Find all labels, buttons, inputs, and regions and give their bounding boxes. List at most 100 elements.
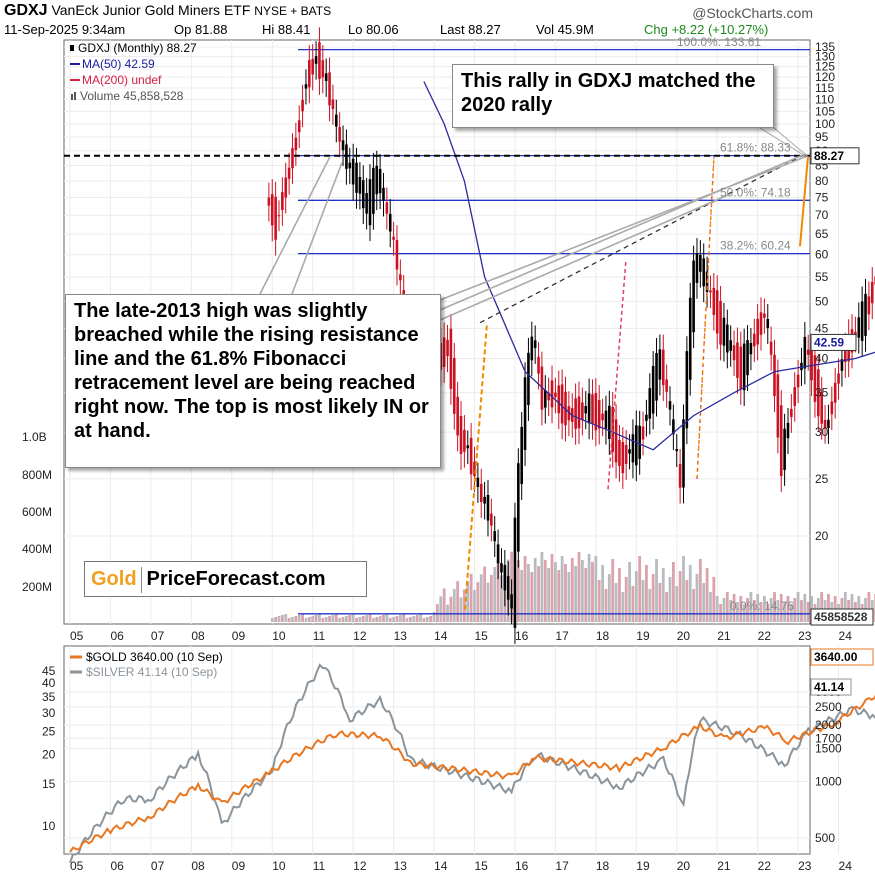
x-tick-label: 23: [798, 859, 812, 873]
candle-body: [297, 120, 301, 133]
candle-body: [715, 290, 719, 334]
ma50-tag: 42.59: [814, 335, 844, 349]
volume-bar: [806, 602, 810, 622]
y-tick-label: 125: [815, 60, 835, 74]
logo-goldpriceforecast: Gold PriceForecast.com: [84, 561, 367, 597]
candle-body: [752, 333, 756, 347]
volume-bar: [382, 615, 385, 622]
x-tick-label: 13: [394, 859, 408, 873]
chart-header-title: GDXJ VanEck Junior Gold Miners ETF NYSE …: [4, 2, 331, 20]
silver-tick-label: 30: [42, 706, 56, 720]
volume-bar: [368, 614, 372, 622]
callout-pointer: [439, 193, 731, 321]
candle-body: [655, 352, 658, 401]
candle-body: [833, 382, 837, 403]
callout-pointer: [439, 152, 807, 311]
fib-label: 61.8%: 88.33: [720, 141, 791, 155]
volume-bar: [675, 586, 679, 622]
volume-bar: [601, 565, 604, 622]
volume-bar: [655, 559, 658, 622]
volume-bar: [402, 614, 406, 622]
x-tick-label: 21: [717, 859, 731, 873]
volume-bar: [294, 616, 298, 622]
volume-bar: [749, 592, 753, 622]
gold-tag: 3640.00: [814, 650, 858, 664]
volume-bar: [500, 575, 503, 622]
volume-bar: [587, 554, 591, 622]
x-tick-label: 18: [596, 629, 610, 643]
volume-bar: [527, 564, 530, 622]
x-tick-label: 06: [110, 859, 124, 873]
y-tick-label: 115: [815, 81, 834, 95]
candle-body: [287, 167, 291, 179]
candle-body: [870, 281, 874, 304]
rally-2020-line: [607, 258, 627, 490]
volume-bar: [543, 560, 547, 622]
volume-bar: [291, 617, 294, 622]
volume-bar: [314, 615, 318, 622]
rally-2025-line: [799, 156, 809, 247]
x-tick-label: 12: [353, 859, 367, 873]
candle-body: [334, 114, 338, 127]
x-tick-label: 07: [151, 629, 165, 643]
candle-body: [820, 392, 823, 424]
logo-gold-text: Gold: [91, 568, 137, 590]
volume-bar: [280, 615, 284, 622]
candle-body: [688, 297, 692, 380]
x-tick-label: 16: [515, 859, 529, 873]
candle-body: [631, 434, 635, 463]
y-tick-label: 105: [815, 104, 835, 118]
volume-bar: [328, 616, 331, 622]
volume-bar: [742, 604, 746, 622]
volume-bar: [827, 594, 830, 622]
gold-tag-box: [810, 648, 874, 666]
candle-body: [500, 563, 503, 573]
x-tick-label: 20: [677, 859, 691, 873]
x-tick-label: 19: [636, 859, 650, 873]
x-tick-label: 22: [758, 859, 772, 873]
volume-bar: [331, 615, 335, 622]
volume-bar: [274, 617, 278, 622]
metals-tags: 3640.00 41.14: [810, 648, 874, 696]
x-tick-label: 14: [434, 859, 448, 873]
volume-bar: [432, 612, 436, 622]
x-tick-label: 09: [232, 859, 246, 873]
candle-body: [648, 388, 652, 419]
candle-body: [722, 317, 726, 346]
metals-x-axis: 05 06 07 08 09 10 11 12 13 14 15 16 17 18 19 20 21 22 23 24…: [70, 859, 852, 873]
candle-body: [601, 413, 604, 421]
volume-bar: [695, 574, 699, 622]
security-name: VanEck Junior Gold Miners ETF: [51, 2, 251, 18]
candle-body: [645, 414, 648, 421]
trend-lines: [64, 127, 810, 610]
callout-pointer: [291, 162, 343, 295]
volume-bar: [580, 560, 584, 622]
x-tick-label: 10: [272, 859, 286, 873]
candle-body: [749, 342, 753, 355]
candle-body: [550, 380, 554, 408]
volume-bar: [287, 618, 291, 622]
volume-bar: [422, 618, 426, 622]
volume-bar: [398, 615, 402, 622]
volume-bar: [537, 566, 540, 622]
y-tick-label: 50: [815, 294, 829, 308]
y-tick-label: 35: [815, 386, 829, 400]
candle-body: [594, 393, 598, 431]
y-tick-label: 40: [815, 351, 829, 365]
legend-ma50: MA(50) 42.59: [82, 57, 155, 71]
candle-body: [476, 477, 480, 488]
volume-bar: [850, 594, 854, 622]
x-tick-label: 12: [353, 629, 367, 643]
candle-body: [385, 202, 389, 214]
rising-resistance-line: [479, 153, 807, 324]
x-tick-label: 19: [636, 629, 650, 643]
volume-bar: [688, 565, 692, 622]
volume-bar: [597, 580, 601, 622]
candle-body: [547, 392, 550, 401]
candle-body: [790, 408, 793, 417]
candle-body: [823, 419, 827, 428]
candle-body: [857, 317, 861, 338]
candle-body: [442, 337, 446, 367]
volume-bar: [365, 615, 369, 622]
